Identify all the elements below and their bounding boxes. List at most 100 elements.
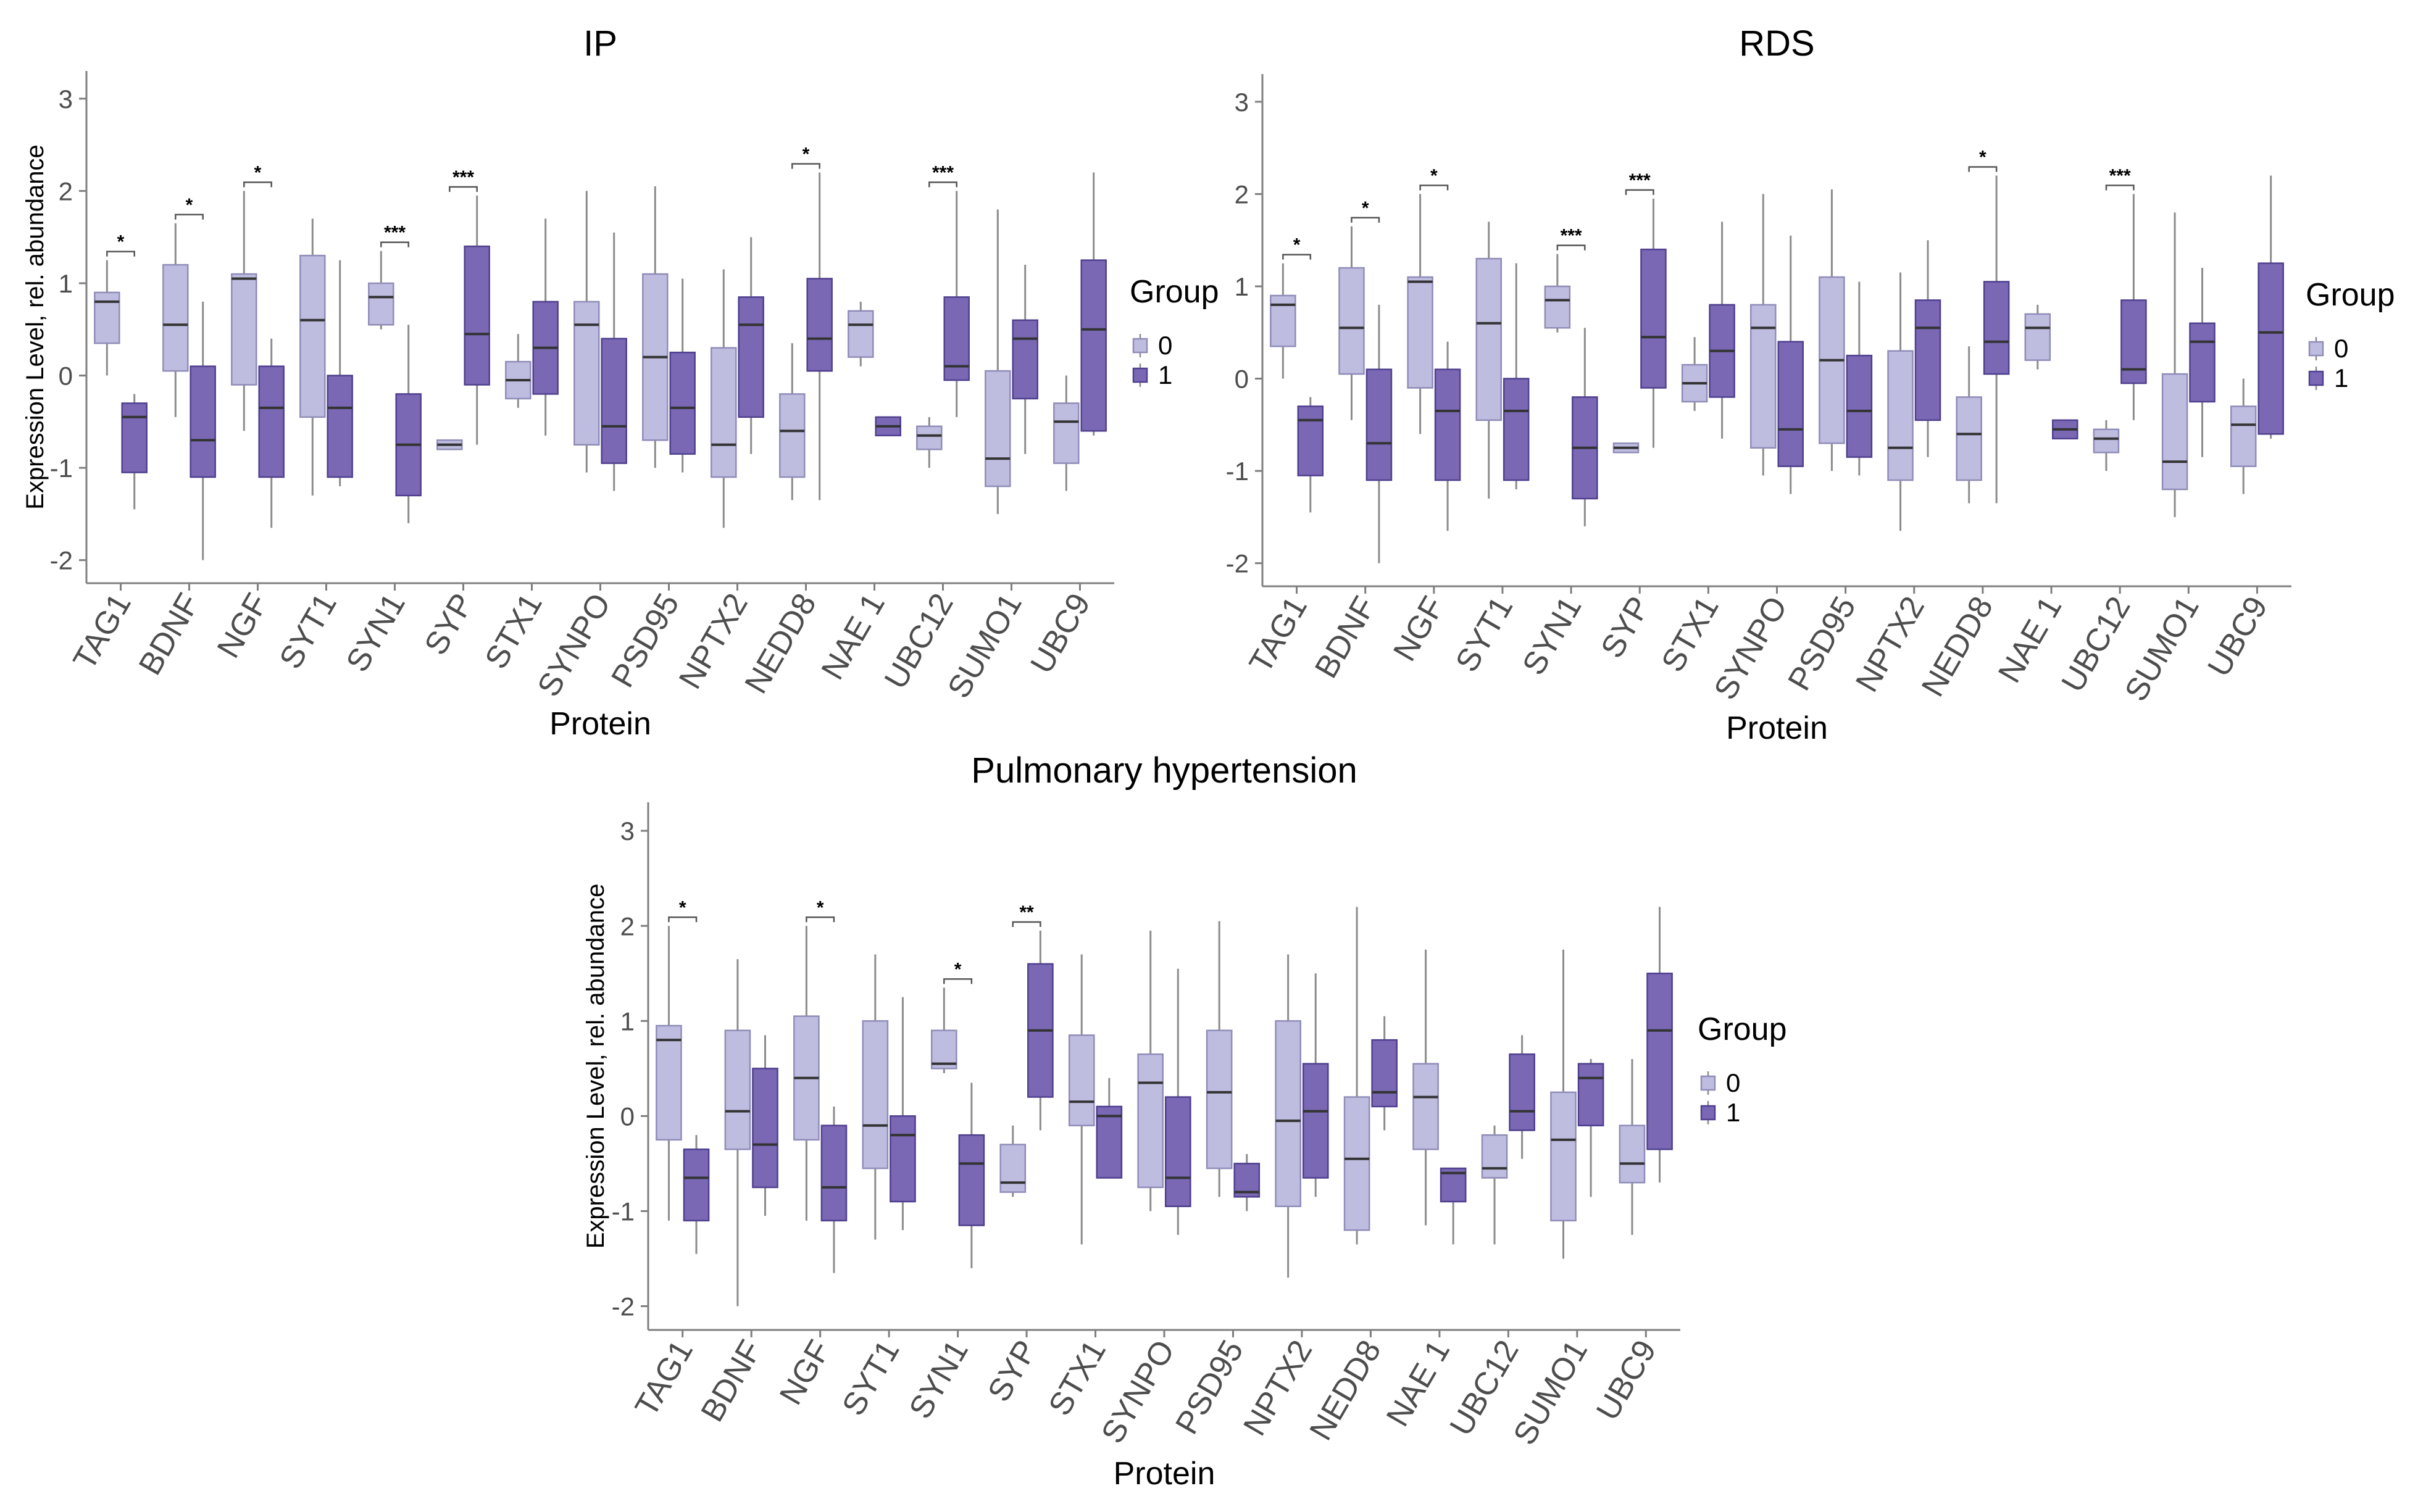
y-tick-label: 1 (620, 1007, 635, 1036)
box-group-0-psd95 (1206, 1029, 1233, 1169)
y-tick-label: -1 (50, 454, 73, 483)
box-group-1-ubc9 (2257, 262, 2284, 435)
significance-bracket (106, 251, 135, 257)
x-axis-label: Protein (549, 706, 651, 742)
y-tick-label: -1 (1226, 457, 1249, 486)
significance-bracket (243, 181, 272, 188)
legend-label-0: 0 (1726, 1068, 1740, 1097)
y-tick-label: -1 (612, 1197, 635, 1226)
box-group-1-ngf (1434, 368, 1461, 481)
significance-label: * (117, 232, 125, 252)
box-group-1-ngf (820, 1124, 848, 1222)
box-group-1-ubc12 (1509, 1053, 1535, 1131)
significance-label: * (1979, 147, 1987, 168)
significance-bracket (1968, 166, 1998, 172)
significance-bracket (1625, 189, 1654, 195)
box-group-0-nae1 (848, 310, 874, 358)
box-group-1-tag1 (1297, 405, 1324, 476)
x-tick-label: SYP (1594, 591, 1657, 664)
box-group-0-nedd8 (1343, 1096, 1370, 1231)
legend-key-0 (1700, 1075, 1716, 1091)
box-group-0-sumo1 (985, 370, 1011, 488)
box-group-0-nptx2 (1887, 350, 1914, 481)
box-group-0-tag1 (656, 1024, 682, 1141)
y-tick-label: 1 (59, 269, 73, 298)
box-group-1-nptx2 (1302, 1063, 1329, 1179)
legend-label-1: 1 (1158, 360, 1172, 389)
box-group-0-nae1 (2024, 313, 2051, 361)
significance-bracket (175, 214, 204, 220)
significance-label: * (817, 897, 824, 918)
box-group-0-nptx2 (1275, 1020, 1301, 1207)
box-group-1-synpo (1164, 1096, 1191, 1207)
significance-bracket (1556, 244, 1586, 251)
y-tick-label: 2 (59, 177, 73, 206)
box-group-1-ubc9 (1646, 973, 1673, 1150)
x-tick-label: SYN1 (903, 1334, 975, 1425)
x-tick-label: SYP (981, 1334, 1044, 1408)
box-group-0-syt1 (1475, 257, 1502, 422)
legend-key-1 (1132, 367, 1148, 383)
legend-label-0: 0 (2334, 334, 2348, 363)
box-group-1-sumo1 (2189, 322, 2216, 403)
significance-label: *** (384, 223, 406, 243)
significance-bracket (449, 186, 478, 192)
y-axis-label: Expression Level, rel. abundance (22, 144, 49, 509)
legend-key-0 (1132, 338, 1148, 354)
box-group-1-syt1 (890, 1115, 916, 1203)
box-group-0-syn1 (1544, 285, 1571, 329)
box-group-0-syt1 (862, 1020, 889, 1169)
box-group-1-tag1 (121, 402, 148, 473)
x-tick-label: NAE 1 (1991, 591, 2069, 689)
x-tick-label: NGF (773, 1334, 838, 1411)
box-group-0-nptx2 (711, 347, 737, 478)
x-tick-label: BDNF (1308, 591, 1383, 684)
significance-label: * (1362, 198, 1369, 218)
box-group-0-ubc9 (2230, 405, 2257, 467)
significance-label: * (254, 162, 262, 183)
box-group-1-nptx2 (738, 296, 764, 418)
box-group-1-nptx2 (1914, 299, 1941, 422)
x-tick-label: SYT1 (835, 1334, 906, 1422)
box-group-1-ubc9 (1080, 259, 1107, 432)
box-group-1-psd95 (669, 351, 696, 455)
box-group-0-bdnf (1338, 267, 1365, 375)
box-group-0-ubc9 (1619, 1124, 1646, 1184)
box-group-0-syn1 (930, 1029, 957, 1070)
legend-label-0: 0 (1158, 331, 1172, 360)
significance-bracket (380, 241, 409, 247)
significance-bracket (928, 181, 957, 188)
legend-title: Group (2306, 277, 2395, 313)
x-axis-label: Protein (1114, 1456, 1215, 1492)
y-tick-label: 3 (1235, 88, 1249, 117)
y-axis-label: Expression Level, rel. abundance (582, 884, 609, 1248)
box-group-0-nedd8 (779, 393, 806, 478)
box-group-0-bdnf (162, 264, 189, 372)
box-group-0-ubc12 (916, 425, 943, 451)
box-group-0-ubc9 (1053, 402, 1080, 464)
box-group-1-bdnf (1365, 368, 1393, 481)
box-group-0-bdnf (724, 1029, 751, 1150)
box-group-0-nae1 (1412, 1063, 1439, 1150)
significance-bracket (1012, 921, 1041, 927)
chart-title: RDS (1739, 23, 1814, 64)
box-group-1-bdnf (752, 1068, 778, 1189)
legend-label-1: 1 (2334, 363, 2348, 393)
box-group-0-syp (999, 1144, 1027, 1193)
y-tick-label: 2 (620, 912, 635, 941)
legend-title: Group (1698, 1011, 1787, 1047)
box-group-0-syn1 (368, 282, 394, 326)
significance-bracket (1419, 185, 1449, 191)
chart-title: Pulmonary hypertension (971, 750, 1357, 791)
y-tick-label: 2 (1235, 180, 1249, 209)
x-tick-label: UBC9 (2201, 591, 2275, 683)
box-group-1-synpo (1777, 341, 1804, 467)
x-tick-label: SYP (418, 588, 481, 661)
significance-bracket (943, 978, 973, 984)
box-group-1-syt1 (1503, 378, 1530, 481)
x-tick-label: BDNF (694, 1334, 769, 1428)
box-group-1-syp (464, 245, 490, 386)
significance-label: *** (2109, 165, 2131, 186)
